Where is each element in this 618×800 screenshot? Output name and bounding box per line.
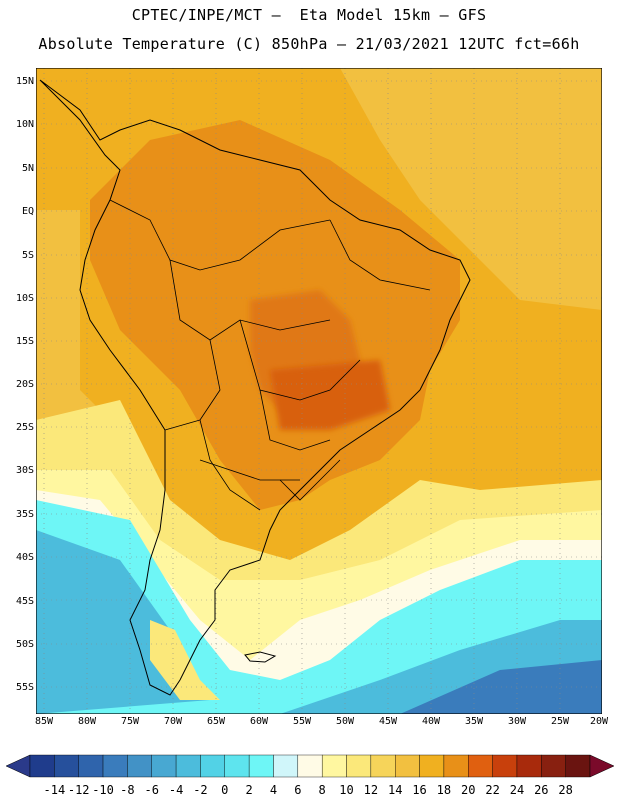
colorbar-min-arrow <box>5 754 31 778</box>
lon-label: 80W <box>77 716 97 727</box>
lat-label: 5N <box>21 163 34 174</box>
colorbar-swatch <box>175 754 201 778</box>
colorbar-swatch <box>151 754 177 778</box>
colorbar-swatch <box>395 754 420 778</box>
colorbar-tick-label: -8 <box>120 783 135 797</box>
colorbar-tick-label: 26 <box>534 783 549 797</box>
lat-label: 10N <box>15 119 34 130</box>
colorbar-tick-label: 20 <box>461 783 476 797</box>
lat-label: EQ <box>21 206 34 217</box>
colorbar-tick-label: 16 <box>412 783 427 797</box>
colorbar-swatch <box>273 754 299 778</box>
colorbar-swatch <box>200 754 225 778</box>
colorbar-tick-label: 18 <box>436 783 452 797</box>
colorbar-tick-label: -4 <box>168 783 184 797</box>
coastline <box>39 79 471 696</box>
colorbar-swatch <box>321 754 347 778</box>
lat-label: 15N <box>15 76 34 87</box>
country-borders <box>109 199 431 511</box>
colorbar-swatch <box>516 754 542 778</box>
lon-label: 20W <box>589 716 609 727</box>
lat-label: 20S <box>15 379 34 390</box>
lon-label: 85W <box>34 716 54 727</box>
lat-label: 50S <box>15 639 34 650</box>
colorbar-tick-label: 12 <box>363 783 379 797</box>
lon-label: 35W <box>464 716 484 727</box>
falkland-islands <box>244 651 277 663</box>
lat-label: 55S <box>15 682 34 693</box>
colorbar <box>5 754 615 778</box>
lon-label: 75W <box>120 716 140 727</box>
colorbar-swatch <box>370 754 396 778</box>
colorbar-tick-label: -10 <box>92 783 114 797</box>
lon-label: 25W <box>550 716 570 727</box>
colorbar-tick-label: -12 <box>67 783 90 797</box>
colorbar-swatch <box>419 754 445 778</box>
colorbar-tick-label: 10 <box>339 783 354 797</box>
lon-label: 45W <box>378 716 398 727</box>
colorbar-swatch <box>541 754 566 778</box>
lat-label: 40S <box>15 552 34 563</box>
colorbar-swatch <box>565 754 591 778</box>
lon-label: 40W <box>421 716 441 727</box>
colorbar-max-arrow <box>589 754 615 778</box>
colorbar-swatch <box>127 754 152 778</box>
colorbar-swatch <box>224 754 250 778</box>
colorbar-swatch <box>297 754 323 778</box>
colorbar-swatch <box>29 754 55 778</box>
lon-label: 65W <box>206 716 226 727</box>
lat-label: 25S <box>15 422 34 433</box>
lon-label: 60W <box>249 716 269 727</box>
temp-field-22-hot <box>270 360 390 430</box>
colorbar-tick-label: 14 <box>387 783 403 797</box>
chart-subtitle: Absolute Temperature (C) 850hPa – 21/03/… <box>38 35 580 53</box>
lat-label: 35S <box>15 509 34 520</box>
colorbar-swatch <box>443 754 469 778</box>
lat-label: 15S <box>15 336 34 347</box>
colorbar-swatch <box>54 754 79 778</box>
colorbar-tick-label: -2 <box>193 783 208 797</box>
colorbar-tick-label: 2 <box>245 783 253 797</box>
colorbar-tick-label: 24 <box>509 783 525 797</box>
lon-label: 30W <box>507 716 527 727</box>
lat-label: 5S <box>21 250 34 261</box>
colorbar-swatch <box>468 754 493 778</box>
colorbar-swatch <box>346 754 372 778</box>
lon-label: 50W <box>335 716 355 727</box>
colorbar-tick-label: -14 <box>43 783 66 797</box>
colorbar-swatch <box>102 754 128 778</box>
colorbar-swatch <box>248 754 274 778</box>
lat-label: 45S <box>15 596 34 607</box>
colorbar-tick-label: -6 <box>144 783 159 797</box>
temp-field-patagonia <box>150 620 220 700</box>
colorbar-tick-label: 22 <box>485 783 500 797</box>
temp-field-pacific <box>36 210 110 420</box>
colorbar-tick-label: 0 <box>221 783 229 797</box>
colorbar-tick-label: 28 <box>558 783 573 797</box>
colorbar-swatch <box>78 754 104 778</box>
temperature-map <box>36 68 602 714</box>
colorbar-tick-label: 4 <box>269 783 278 797</box>
colorbar-tick-label: 6 <box>294 783 302 797</box>
temp-field-ocean-north <box>340 68 602 310</box>
colorbar-swatch <box>492 754 518 778</box>
colorbar-tick-label: 8 <box>318 783 326 797</box>
chart-title: CPTEC/INPE/MCT – Eta Model 15km – GFS <box>131 6 487 24</box>
lon-label: 55W <box>292 716 312 727</box>
lat-label: 10S <box>15 293 34 304</box>
lat-label: 30S <box>15 465 34 476</box>
lon-label: 70W <box>163 716 183 727</box>
